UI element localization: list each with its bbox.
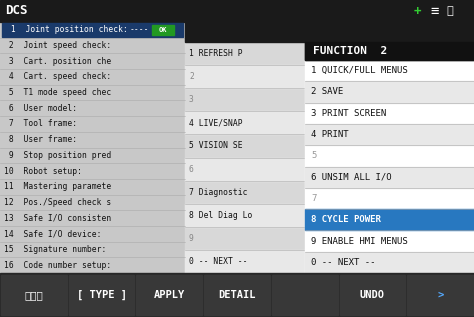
Bar <box>69 275 135 315</box>
Text: 1 REFRESH P: 1 REFRESH P <box>189 49 243 58</box>
Text: 3  Cart. position che: 3 Cart. position che <box>4 57 111 66</box>
Text: OK: OK <box>159 27 167 33</box>
Text: APPLY: APPLY <box>154 290 185 300</box>
Bar <box>185 204 305 227</box>
Bar <box>185 111 305 134</box>
Text: 5: 5 <box>311 151 316 160</box>
Bar <box>204 275 270 315</box>
Text: 7  Tool frame:: 7 Tool frame: <box>4 120 77 128</box>
Text: 7 Diagnostic: 7 Diagnostic <box>189 188 247 197</box>
Text: DETAIL: DETAIL <box>218 290 256 300</box>
Text: 1  Joint position check:: 1 Joint position check: <box>6 25 128 34</box>
Text: 6: 6 <box>189 165 194 173</box>
Bar <box>339 275 405 315</box>
Text: 7: 7 <box>311 194 316 203</box>
Text: 6 UNSIM ALL I/O: 6 UNSIM ALL I/O <box>311 173 392 182</box>
Text: DCS: DCS <box>5 4 27 17</box>
Bar <box>137 275 202 315</box>
Text: 8 Del Diag Lo: 8 Del Diag Lo <box>189 211 252 220</box>
Text: 5 VISION SE: 5 VISION SE <box>189 141 243 151</box>
Text: 4 PRINT: 4 PRINT <box>311 130 348 139</box>
Text: 6  User model:: 6 User model: <box>4 104 77 113</box>
Bar <box>152 25 174 35</box>
Text: ⋮⋮⋮: ⋮⋮⋮ <box>25 290 43 300</box>
Bar <box>185 250 305 273</box>
Bar <box>0 0 474 22</box>
Text: 9  Stop position pred: 9 Stop position pred <box>4 151 111 160</box>
Text: 1 QUICK/FULL MENUS: 1 QUICK/FULL MENUS <box>311 66 408 75</box>
Bar <box>305 60 474 273</box>
Bar <box>185 22 474 42</box>
Text: 8 CYCLE POWER: 8 CYCLE POWER <box>311 215 381 224</box>
Bar <box>407 275 473 315</box>
Text: 16  Code number setup:: 16 Code number setup: <box>4 261 111 270</box>
Text: 3: 3 <box>189 95 194 104</box>
Text: ----: ---- <box>130 25 149 34</box>
Bar <box>0 22 185 273</box>
Bar <box>305 166 474 188</box>
Bar <box>305 209 474 230</box>
Text: 0 -- NEXT --: 0 -- NEXT -- <box>311 258 375 267</box>
Bar <box>272 275 337 315</box>
Text: 9: 9 <box>189 234 194 243</box>
Text: 8  User frame:: 8 User frame: <box>4 135 77 144</box>
Text: >: > <box>437 290 443 300</box>
Text: FUNCTION  2: FUNCTION 2 <box>313 46 387 56</box>
Text: 4 LIVE/SNAP: 4 LIVE/SNAP <box>189 118 243 127</box>
Text: FUNCTION 1: FUNCTION 1 <box>418 27 474 37</box>
Text: 15  Signature number:: 15 Signature number: <box>4 245 106 254</box>
Text: 12  Pos./Speed check s: 12 Pos./Speed check s <box>4 198 111 207</box>
Bar <box>305 81 474 103</box>
Text: 3 PRINT SCREEN: 3 PRINT SCREEN <box>311 109 386 118</box>
Text: 9 ENABLE HMI MENUS: 9 ENABLE HMI MENUS <box>311 236 408 246</box>
Bar <box>305 124 474 145</box>
Text: 4  Cart. speed check:: 4 Cart. speed check: <box>4 72 111 81</box>
Bar <box>0 273 474 317</box>
Bar <box>305 22 474 60</box>
Text: +: + <box>414 4 421 17</box>
Bar <box>1 275 67 315</box>
Text: [ TYPE ]: [ TYPE ] <box>77 290 127 300</box>
Text: 5  T1 mode speed chec: 5 T1 mode speed chec <box>4 88 111 97</box>
Text: 2: 2 <box>189 72 194 81</box>
Text: 10  Robot setup:: 10 Robot setup: <box>4 166 82 176</box>
Bar <box>185 42 305 273</box>
Text: 2 SAVE: 2 SAVE <box>311 87 343 96</box>
Text: ≡: ≡ <box>430 4 438 18</box>
Text: UNDO: UNDO <box>360 290 385 300</box>
Text: 11  Mastering paramete: 11 Mastering paramete <box>4 182 111 191</box>
Bar <box>185 158 305 181</box>
Bar <box>185 65 305 88</box>
Text: 0 -- NEXT --: 0 -- NEXT -- <box>189 257 247 266</box>
Bar <box>2 23 183 37</box>
Bar <box>305 42 474 60</box>
Bar <box>0 22 474 273</box>
Text: 14  Safe I/O device:: 14 Safe I/O device: <box>4 229 101 238</box>
Text: ⧉: ⧉ <box>446 6 453 16</box>
Text: 13  Safe I/O consisten: 13 Safe I/O consisten <box>4 214 111 223</box>
Text: 2  Joint speed check:: 2 Joint speed check: <box>4 41 111 50</box>
Bar <box>305 252 474 273</box>
